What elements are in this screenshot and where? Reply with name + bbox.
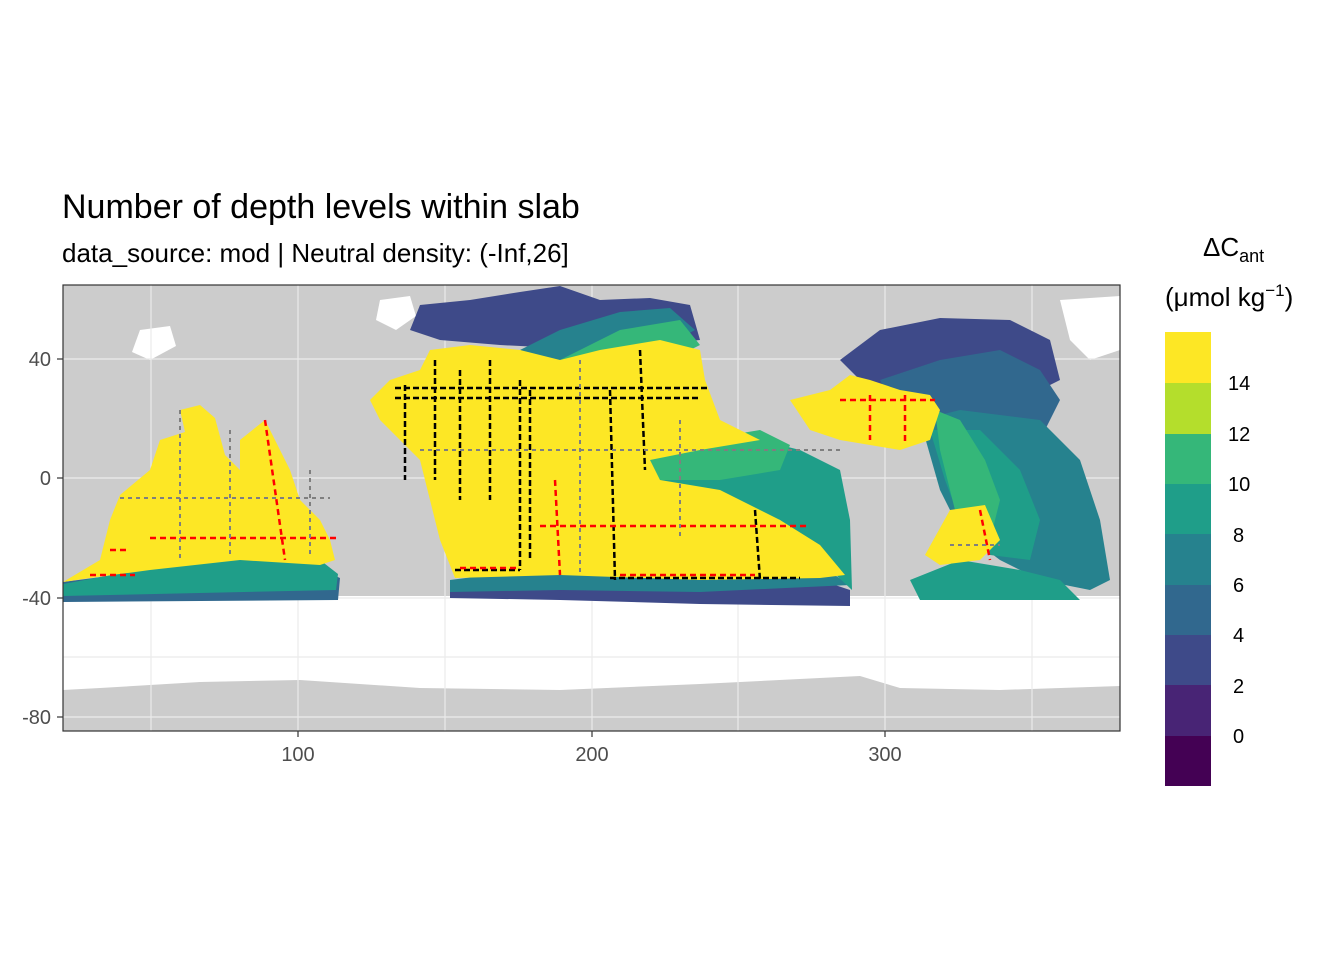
y-tick-label: 40	[29, 349, 51, 371]
legend-colorbar	[1165, 332, 1211, 786]
legend-swatch	[1165, 584, 1211, 635]
legend-tick-label: 4	[1233, 625, 1244, 647]
legend-title-symbol: ΔC	[1203, 232, 1239, 262]
atlantic-ocean	[790, 318, 1110, 600]
x-tick-label: 300	[868, 744, 901, 766]
legend-swatch	[1165, 735, 1211, 786]
legend-tick-label: 2	[1233, 676, 1244, 698]
legend-tick-label: 8	[1233, 525, 1244, 547]
legend-unit-close: )	[1285, 282, 1294, 312]
atlantic-north-body	[790, 375, 940, 450]
legend-title: ΔCant	[1203, 232, 1264, 266]
legend-tick-label: 14	[1228, 373, 1250, 395]
color-legend: ΔCant (μmol kg−1) 14 12 10 8 6 4 2 0	[1165, 232, 1293, 786]
y-axis	[57, 358, 63, 718]
atlantic-south-band	[910, 560, 1080, 600]
legend-swatch	[1165, 332, 1211, 383]
x-tick-label: 200	[575, 744, 608, 766]
legend-swatch	[1165, 383, 1211, 434]
legend-unit: (μmol kg−1)	[1165, 281, 1293, 312]
legend-title-subscript: ant	[1239, 246, 1264, 266]
legend-swatch	[1165, 433, 1211, 484]
x-tick-label: 100	[281, 744, 314, 766]
map-panel	[63, 285, 1120, 731]
cruise-tracks-red	[90, 395, 992, 577]
chart-title: Number of depth levels within slab	[62, 188, 580, 226]
y-tick-label: -40	[22, 588, 51, 610]
legend-tick-label: 12	[1228, 424, 1250, 446]
indian-ocean-shelf	[63, 558, 338, 596]
legend-swatch	[1165, 534, 1211, 585]
indian-ocean-body	[63, 405, 335, 582]
legend-tick-label: 0	[1233, 726, 1244, 748]
legend-tick-label: 6	[1233, 575, 1244, 597]
legend-unit-open: (μmol kg	[1165, 282, 1265, 312]
legend-swatch	[1165, 483, 1211, 534]
y-tick-label: -80	[22, 707, 51, 729]
x-axis	[297, 731, 886, 737]
legend-tick-label: 10	[1228, 474, 1250, 496]
north-white-patch-3	[1060, 296, 1120, 360]
cruise-tracks-grey	[120, 360, 1000, 575]
chart-subtitle: data_source: mod | Neutral density: (-In…	[62, 238, 569, 268]
legend-unit-exponent: −1	[1265, 281, 1284, 300]
legend-swatch	[1165, 634, 1211, 685]
legend-swatch	[1165, 685, 1211, 736]
north-white-patch-2	[376, 296, 416, 330]
pacific-east-green	[640, 430, 790, 480]
y-tick-label: 0	[40, 468, 51, 490]
indian-ocean	[63, 405, 340, 602]
cruise-tracks-black	[395, 349, 800, 581]
north-white-patch	[132, 326, 176, 360]
